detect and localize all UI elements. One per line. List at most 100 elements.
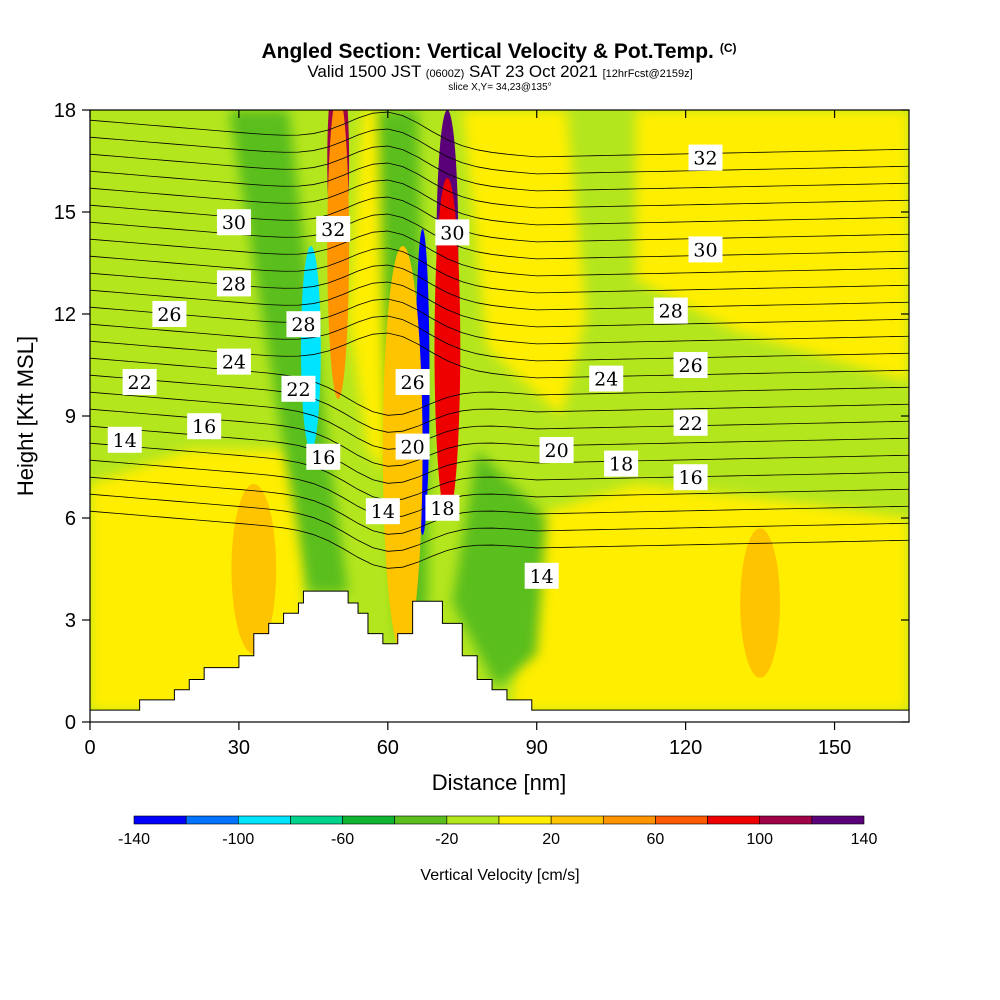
x-tick-label: 90 bbox=[526, 737, 548, 759]
theta-contour bbox=[90, 128, 909, 175]
contour-label-text: 32 bbox=[693, 148, 717, 170]
colorbar-tick-label: -60 bbox=[331, 831, 354, 848]
contour-label-text: 14 bbox=[113, 430, 137, 452]
theta-contour bbox=[90, 493, 909, 552]
colorbar-swatch bbox=[237, 815, 291, 825]
contour-label-text: 30 bbox=[222, 212, 246, 234]
contour-label-text: 18 bbox=[430, 498, 454, 520]
field-velocity-cell bbox=[231, 484, 277, 654]
x-tick-label: 150 bbox=[818, 737, 851, 759]
colorbar-swatch bbox=[655, 815, 708, 825]
contour-label: 24 bbox=[216, 348, 251, 375]
contour-label-text: 18 bbox=[609, 454, 633, 476]
contour-label-text: 22 bbox=[286, 379, 310, 401]
contour-label-box bbox=[688, 144, 723, 171]
contour-label-box bbox=[604, 450, 639, 477]
contour-label: 18 bbox=[425, 494, 460, 521]
contour-label-text: 26 bbox=[401, 372, 425, 394]
contour-label-box bbox=[187, 413, 222, 440]
colorbar-tick-label: -20 bbox=[435, 831, 458, 848]
field-velocity-cell bbox=[327, 110, 350, 399]
colorbar-swatch bbox=[602, 815, 656, 825]
y-tick-label: 6 bbox=[65, 508, 76, 530]
contour-label: 16 bbox=[673, 464, 708, 491]
contour-label: 22 bbox=[281, 375, 316, 402]
colorbar-swatch bbox=[446, 815, 500, 825]
y-tick-label: 15 bbox=[54, 202, 76, 224]
contour-label-text: 14 bbox=[530, 566, 554, 588]
theta-contour bbox=[90, 374, 909, 433]
colorbar-swatch bbox=[133, 815, 187, 825]
contour-label-text: 22 bbox=[679, 413, 703, 435]
contour-label-box bbox=[216, 348, 251, 375]
contour-label-text: 22 bbox=[128, 372, 152, 394]
field-velocity-cell bbox=[740, 528, 780, 678]
contour-label-box bbox=[435, 219, 470, 246]
field-updraft-region bbox=[511, 484, 909, 712]
field-velocity-cell bbox=[300, 246, 321, 450]
colorbar: -140 -100 -60 -20 20 60 100 140 bbox=[118, 815, 877, 848]
contour-label-text: 16 bbox=[311, 447, 335, 469]
colorbar-tick-label: -100 bbox=[222, 831, 254, 848]
chart-title-main: Angled Section: Vertical Velocity & Pot.… bbox=[261, 40, 714, 63]
x-tick-label: 0 bbox=[84, 737, 95, 759]
title-block: Angled Section: Vertical Velocity & Pot.… bbox=[0, 36, 1000, 93]
x-tick-label: 60 bbox=[377, 737, 399, 759]
contour-label-text: 24 bbox=[222, 352, 246, 374]
contour-label-text: 28 bbox=[291, 314, 315, 336]
colorbar-title: Vertical Velocity [cm/s] bbox=[420, 867, 579, 884]
contour-label: 30 bbox=[688, 236, 723, 263]
contour-label: 20 bbox=[539, 437, 574, 463]
colorbar-swatch bbox=[498, 815, 552, 825]
y-tick-label: 18 bbox=[54, 100, 76, 122]
contour-label-box bbox=[316, 216, 351, 242]
contour-label-text: 26 bbox=[679, 355, 703, 377]
colorbar-swatch bbox=[342, 815, 396, 825]
colorbar-tick-label: -140 bbox=[118, 831, 150, 848]
contour-label-text: 28 bbox=[659, 301, 683, 323]
y-tick-label: 3 bbox=[65, 610, 76, 632]
contour-label: 28 bbox=[653, 297, 688, 324]
contour-label: 14 bbox=[107, 426, 142, 453]
field-downdraft-region bbox=[228, 110, 349, 593]
y-axis-title: Height [Kft MSL] bbox=[13, 336, 38, 496]
x-tick-label: 120 bbox=[669, 737, 702, 759]
forecast-tag: [12hrFcst@2159z] bbox=[602, 68, 693, 80]
contour-label: 32 bbox=[688, 144, 723, 171]
colorbar-swatch bbox=[811, 815, 865, 825]
theta-contour bbox=[90, 442, 909, 501]
theta-contour bbox=[90, 281, 909, 328]
theta-contour bbox=[90, 391, 909, 450]
terrain-profile bbox=[89, 590, 910, 723]
y-tick-label: 0 bbox=[65, 712, 76, 734]
theta-contour bbox=[90, 315, 909, 362]
x-axis-title: Distance [nm] bbox=[432, 770, 567, 795]
contour-label: 14 bbox=[365, 498, 400, 525]
contour-label-text: 16 bbox=[679, 467, 703, 489]
contour-label: 22 bbox=[122, 369, 157, 395]
contour-label: 30 bbox=[216, 209, 251, 236]
contour-label: 28 bbox=[286, 311, 321, 338]
theta-contour bbox=[90, 111, 909, 158]
theta-contour bbox=[90, 510, 909, 569]
contour-label-box bbox=[286, 311, 321, 338]
contour-label-box bbox=[107, 426, 142, 453]
contour-label-box bbox=[673, 464, 708, 491]
contour-label-text: 26 bbox=[157, 304, 181, 326]
contour-label-box bbox=[425, 494, 460, 521]
chart-title-units: (C) bbox=[719, 41, 737, 55]
contour-label-text: 14 bbox=[371, 501, 395, 523]
theta-contour bbox=[90, 476, 909, 535]
contour-label-box bbox=[281, 375, 316, 402]
theta-contour bbox=[90, 247, 909, 294]
contour-label: 14 bbox=[524, 562, 559, 589]
axes: 0 30 60 90 120 150 0 3 6 9 12 15 18 bbox=[54, 100, 909, 759]
field-velocity-cell bbox=[434, 178, 461, 518]
contour-label: 26 bbox=[395, 369, 430, 395]
colorbar-tick-label: 100 bbox=[746, 831, 773, 848]
contour-label-box bbox=[216, 209, 251, 236]
contour-label-box bbox=[653, 297, 688, 324]
contour-label-box bbox=[365, 498, 400, 525]
contour-label-text: 32 bbox=[321, 219, 345, 241]
